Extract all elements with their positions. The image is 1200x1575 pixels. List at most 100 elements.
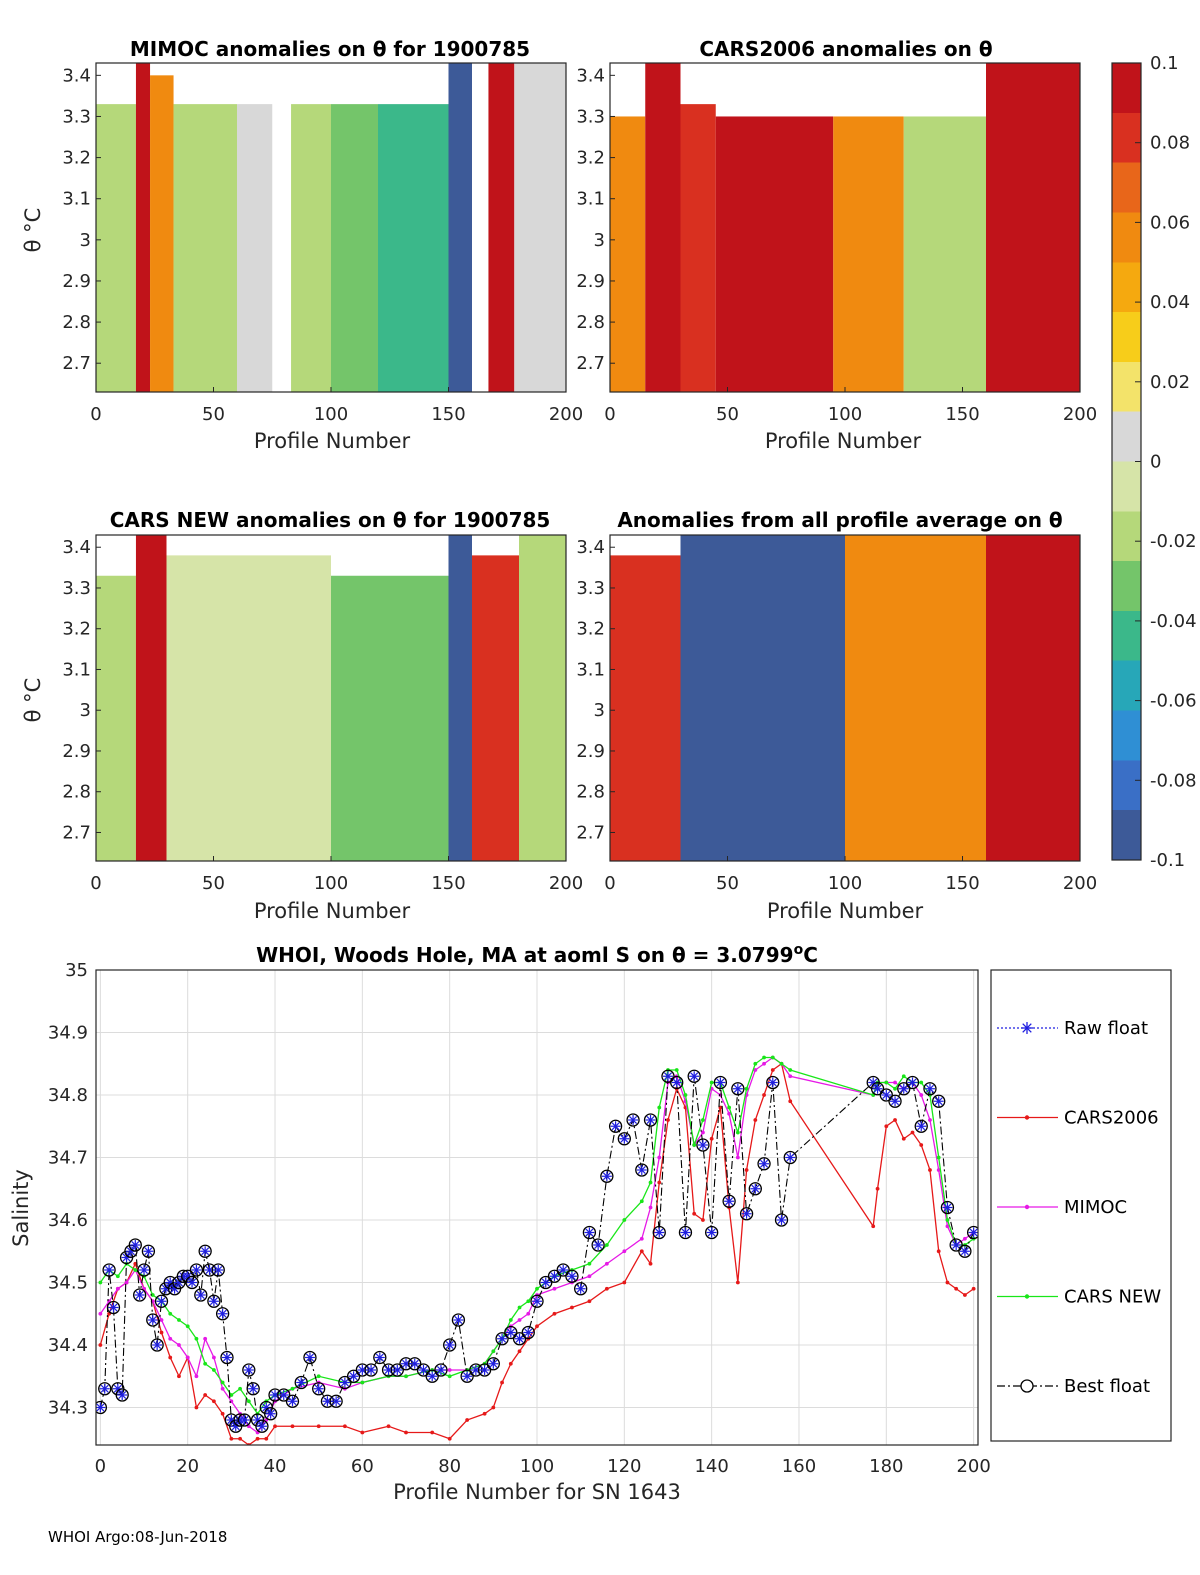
data-point-cars-new: [177, 1318, 181, 1322]
heatmap-cells: [96, 535, 566, 861]
x-tick-label: 150: [945, 404, 979, 425]
data-point-raw-float: [697, 1140, 708, 1150]
y-tick-label: 3: [594, 700, 605, 721]
data-point-raw-float: [890, 1096, 901, 1107]
data-point-raw-float: [715, 1077, 726, 1088]
data-point-cars2006: [500, 1380, 504, 1385]
data-point-best-float: [303, 1350, 317, 1365]
colorbar-tick-label: 0: [1150, 452, 1161, 473]
data-point-raw-float: [96, 1402, 106, 1413]
heatmap-cell: [645, 63, 681, 392]
data-point-cars-new: [622, 1218, 627, 1222]
data-point-raw-float: [366, 1365, 377, 1375]
data-point-best-float: [128, 1238, 142, 1252]
data-point-raw-float: [104, 1265, 115, 1275]
data-point-cars2006: [587, 1299, 592, 1304]
data-point-best-float: [150, 1338, 164, 1352]
data-point-cars-new: [919, 1080, 924, 1085]
y-tick-label: 3.3: [62, 106, 91, 127]
data-point-cars2006: [159, 1330, 164, 1335]
data-point-cars2006: [604, 1286, 609, 1291]
data-point-cars2006: [875, 1186, 880, 1191]
x-tick-label: 100: [828, 873, 862, 894]
data-point-cars2006: [168, 1355, 173, 1360]
data-point-cars2006: [447, 1436, 452, 1441]
y-tick-label: 2.7: [62, 353, 91, 374]
data-point-cars-new: [648, 1180, 653, 1185]
heatmap-cell: [845, 535, 986, 861]
y-tick-label: 2.8: [62, 782, 91, 803]
data-point-raw-float: [942, 1202, 953, 1213]
data-point-cars2006: [919, 1143, 924, 1147]
data-point-cars2006: [360, 1430, 365, 1435]
data-point-raw-float: [187, 1277, 198, 1288]
heatmap-cells: [610, 63, 1080, 392]
heatmap-cell: [166, 555, 331, 861]
data-point-raw-float: [732, 1083, 743, 1094]
data-point-cars-new: [115, 1274, 120, 1279]
data-point-best-float: [530, 1294, 544, 1308]
data-point-cars-new: [238, 1386, 242, 1391]
data-point-best-float: [652, 1225, 666, 1240]
data-point-mimoc: [701, 1130, 705, 1135]
heatmap-cell: [519, 535, 566, 861]
heatmap-cell: [96, 575, 136, 861]
data-point-mimoc: [657, 1155, 662, 1160]
data-point-cars2006: [963, 1293, 967, 1297]
y-tick-label: 3: [80, 700, 91, 721]
data-point-best-float: [879, 1088, 893, 1102]
heatmap-cell: [331, 104, 378, 392]
data-point-best-float: [211, 1263, 225, 1277]
y-tick-label: 3.3: [576, 578, 605, 599]
data-point-raw-float: [139, 1265, 150, 1275]
x-axis-label: Profile Number: [254, 429, 411, 453]
heatmap-cell: [488, 63, 515, 392]
data-point-mimoc: [587, 1274, 592, 1279]
data-point-raw-float: [497, 1333, 508, 1344]
data-point-mimoc: [788, 1074, 793, 1079]
data-point-raw-float: [601, 1171, 612, 1182]
data-point-best-float: [373, 1350, 387, 1365]
data-point-best-float: [932, 1094, 946, 1108]
data-point-best-float: [486, 1357, 500, 1371]
x-tick-label: 60: [351, 1456, 374, 1477]
data-point-best-float: [547, 1269, 562, 1283]
data-point-cars-new: [683, 1093, 688, 1097]
data-point-cars-new: [517, 1305, 522, 1310]
data-point-best-float: [154, 1294, 169, 1308]
data-point-raw-float: [505, 1327, 516, 1338]
data-point-cars-new: [168, 1311, 173, 1316]
data-point-raw-float: [628, 1115, 639, 1125]
data-point-raw-float: [872, 1083, 883, 1094]
heatmap-cell: [833, 116, 904, 392]
data-point-cars2006: [639, 1249, 644, 1254]
data-point-raw-float: [134, 1290, 145, 1300]
heatmap-cell: [378, 104, 449, 392]
data-point-mimoc: [893, 1080, 897, 1085]
data-point-mimoc: [919, 1093, 924, 1097]
legend-label: Best float: [1064, 1376, 1150, 1397]
data-point-cars2006: [517, 1349, 522, 1354]
data-point-cars2006: [692, 1211, 697, 1216]
data-point-raw-float: [680, 1227, 691, 1238]
x-tick-label: 140: [694, 1456, 728, 1477]
data-point-cars2006: [666, 1118, 670, 1122]
data-point-best-float: [434, 1363, 448, 1377]
y-tick-label: 34.7: [48, 1148, 88, 1169]
data-point-raw-float: [532, 1296, 542, 1307]
data-point-raw-float: [759, 1158, 770, 1169]
heatmap-cell: [680, 104, 716, 392]
y-tick-label: 3.1: [576, 659, 605, 680]
data-point-cars-new: [709, 1080, 714, 1085]
data-point-cars2006: [788, 1099, 793, 1104]
data-point-raw-float: [221, 1352, 232, 1363]
data-point-raw-float: [213, 1265, 224, 1275]
data-point-raw-float: [453, 1315, 464, 1325]
data-point-mimoc: [526, 1311, 531, 1316]
data-point-best-float: [255, 1419, 269, 1433]
y-ticks: 3.4 3.3 3.2 3.1 3 2.9 2.8 2.7: [62, 537, 101, 843]
y-tick-label: 2.8: [576, 782, 605, 803]
heatmap-cell: [610, 555, 681, 861]
x-tick-label: 150: [945, 873, 979, 894]
data-point-raw-float: [479, 1365, 490, 1375]
